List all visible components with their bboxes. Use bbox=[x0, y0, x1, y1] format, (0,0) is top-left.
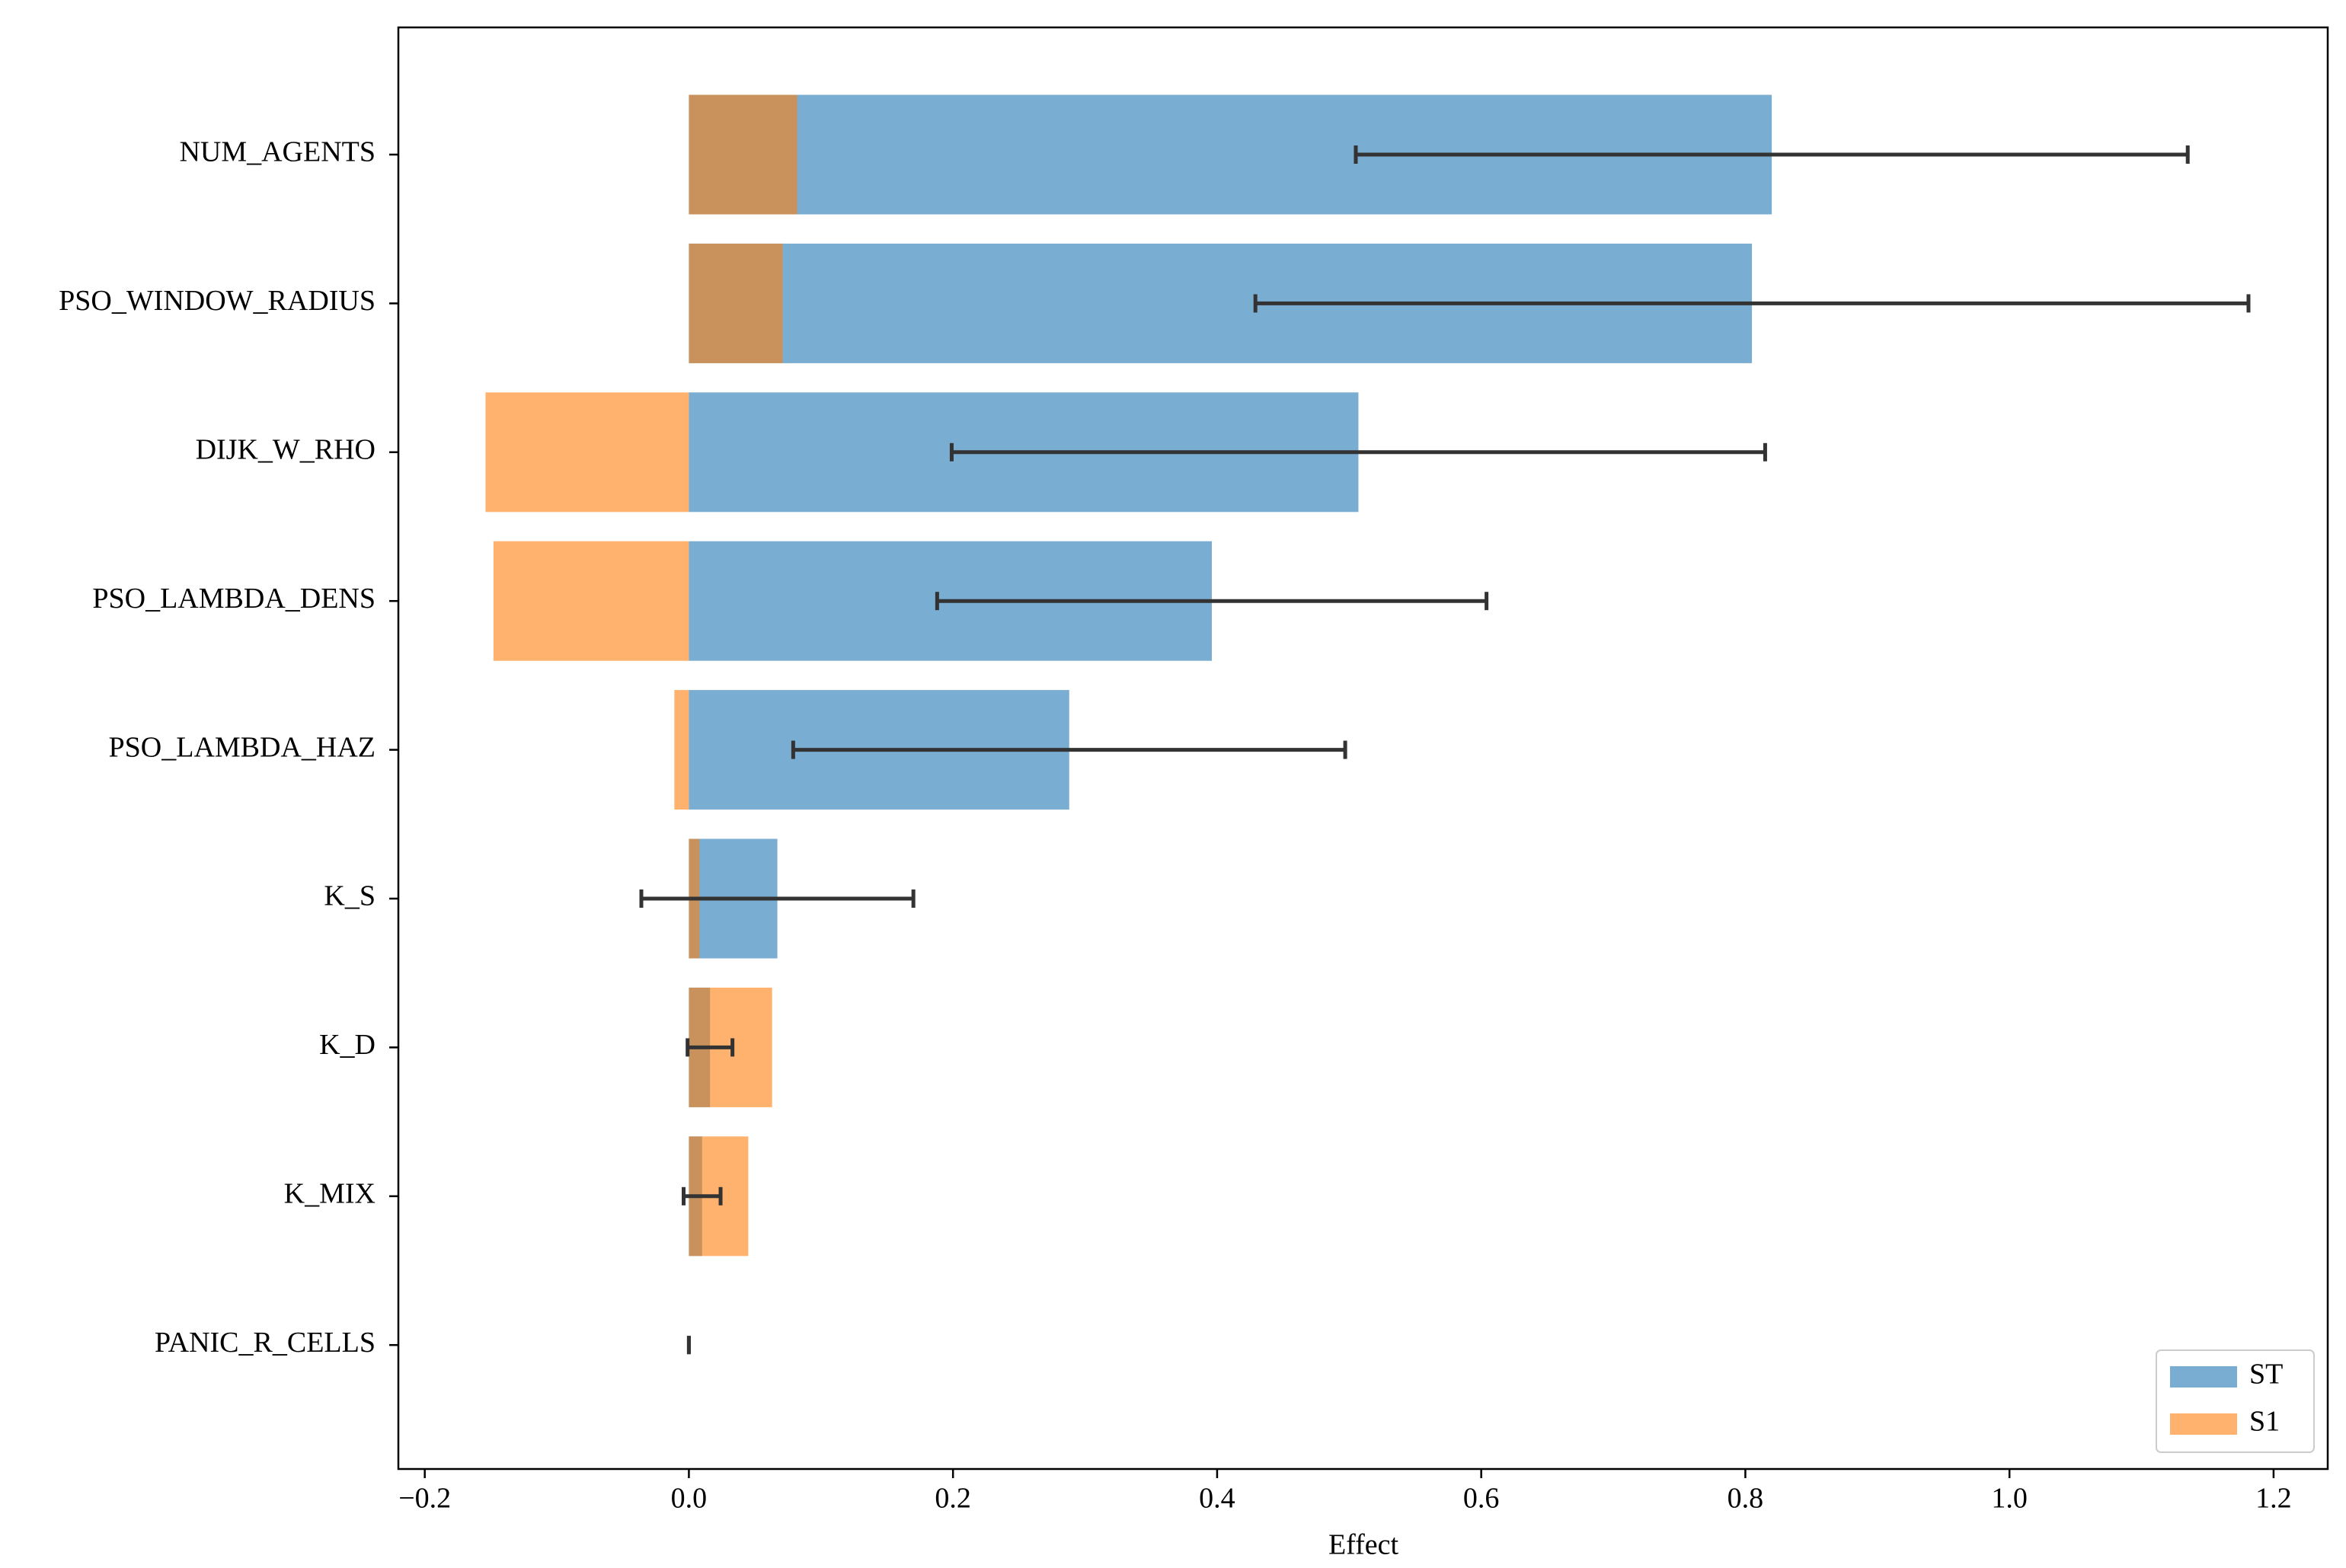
legend-label: S1 bbox=[2249, 1406, 2280, 1438]
x-tick-label: 0.8 bbox=[1728, 1483, 1764, 1515]
error-bar bbox=[681, 1186, 723, 1206]
x-tick-label: −0.2 bbox=[398, 1483, 451, 1515]
bar bbox=[689, 94, 797, 215]
y-tick-label: PANIC_R_CELLS bbox=[155, 1327, 376, 1359]
y-tick-label: K_S bbox=[324, 880, 376, 912]
y-tick-label: PSO_WINDOW_RADIUS bbox=[59, 285, 376, 317]
legend-box bbox=[2156, 1349, 2315, 1453]
bar bbox=[485, 392, 689, 513]
error-bar bbox=[949, 442, 1767, 461]
bar bbox=[493, 541, 689, 661]
bar bbox=[674, 690, 689, 810]
legend-swatch bbox=[2170, 1413, 2237, 1435]
x-tick-label: 0.2 bbox=[935, 1483, 971, 1515]
x-tick-label: 0.4 bbox=[1199, 1483, 1235, 1515]
y-tick-label: PSO_LAMBDA_HAZ bbox=[109, 731, 376, 763]
bar bbox=[689, 243, 783, 363]
plot-frame bbox=[397, 26, 2329, 1471]
y-tick-label: PSO_LAMBDA_DENS bbox=[92, 583, 376, 615]
error-bar bbox=[1253, 294, 2251, 313]
y-tick-label: NUM_AGENTS bbox=[179, 136, 376, 168]
error-bar bbox=[1354, 145, 2190, 164]
legend-label: ST bbox=[2249, 1359, 2283, 1391]
y-tick-label: K_MIX bbox=[284, 1178, 376, 1210]
error-bar bbox=[935, 592, 1489, 611]
y-tick-label: DIJK_W_RHO bbox=[196, 434, 376, 466]
x-tick-label: 1.0 bbox=[1991, 1483, 2028, 1515]
x-tick-label: 1.2 bbox=[2255, 1483, 2292, 1515]
error-bar bbox=[639, 889, 916, 908]
error-bar bbox=[686, 1038, 735, 1057]
x-axis-label: Effect bbox=[1328, 1529, 1399, 1561]
x-tick-label: 0.6 bbox=[1463, 1483, 1500, 1515]
legend-swatch bbox=[2170, 1366, 2237, 1388]
y-tick-label: K_D bbox=[319, 1029, 376, 1061]
x-tick-label: 0.0 bbox=[671, 1483, 708, 1515]
error-bar bbox=[791, 740, 1347, 759]
